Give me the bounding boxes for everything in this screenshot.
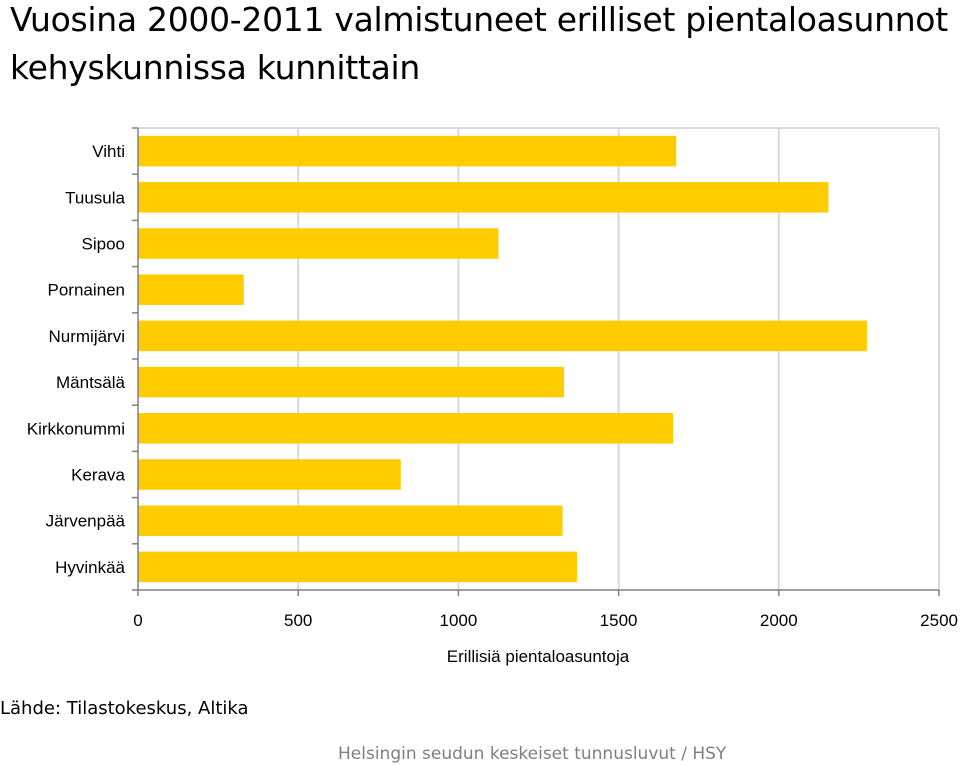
- category-label: Hyvinkää: [55, 558, 125, 577]
- category-label: Järvenpää: [46, 512, 126, 531]
- axes: [132, 127, 940, 596]
- labels: Vihti Tuusula Sipoo Pornainen Nurmijärvi Mänt…: [27, 142, 958, 666]
- bar: [138, 551, 577, 583]
- x-tick-label: 2000: [760, 611, 798, 630]
- x-tick-label: 1000: [439, 611, 477, 630]
- footer-text: Helsingin seudun keskeiset tunnusluvut /…: [338, 744, 727, 764]
- x-axis-title: Erillisiä pientaloasuntoja: [447, 647, 630, 666]
- category-label: Pornainen: [47, 281, 125, 300]
- x-tick-label: 0: [133, 611, 142, 630]
- category-label: Kirkkonummi: [27, 419, 125, 438]
- bar: [138, 228, 499, 259]
- bar: [138, 135, 677, 167]
- bar: [138, 182, 829, 213]
- category-label: Vihti: [92, 142, 125, 161]
- source-note: Lähde: Tilastokeskus, Altika: [0, 698, 249, 719]
- bar: [138, 413, 674, 444]
- bar: [138, 366, 565, 398]
- x-tick-label: 2500: [920, 611, 958, 630]
- category-label: Kerava: [71, 466, 125, 485]
- bar-chart: Vihti Tuusula Sipoo Pornainen Nurmijärvi Mänt…: [27, 127, 958, 666]
- bars: [138, 135, 867, 583]
- bar: [138, 459, 401, 490]
- chart-title: Vuosina 2000-2011 valmistuneet erilliset…: [10, 0, 948, 87]
- x-tick-label: 1500: [600, 611, 638, 630]
- category-label: Mäntsälä: [56, 373, 126, 392]
- category-label: Sipoo: [82, 235, 125, 254]
- bar: [138, 274, 244, 305]
- category-label: Tuusula: [65, 188, 125, 207]
- bar: [138, 320, 867, 352]
- bar: [138, 505, 563, 536]
- x-tick-label: 500: [284, 611, 312, 630]
- category-label: Nurmijärvi: [49, 327, 126, 346]
